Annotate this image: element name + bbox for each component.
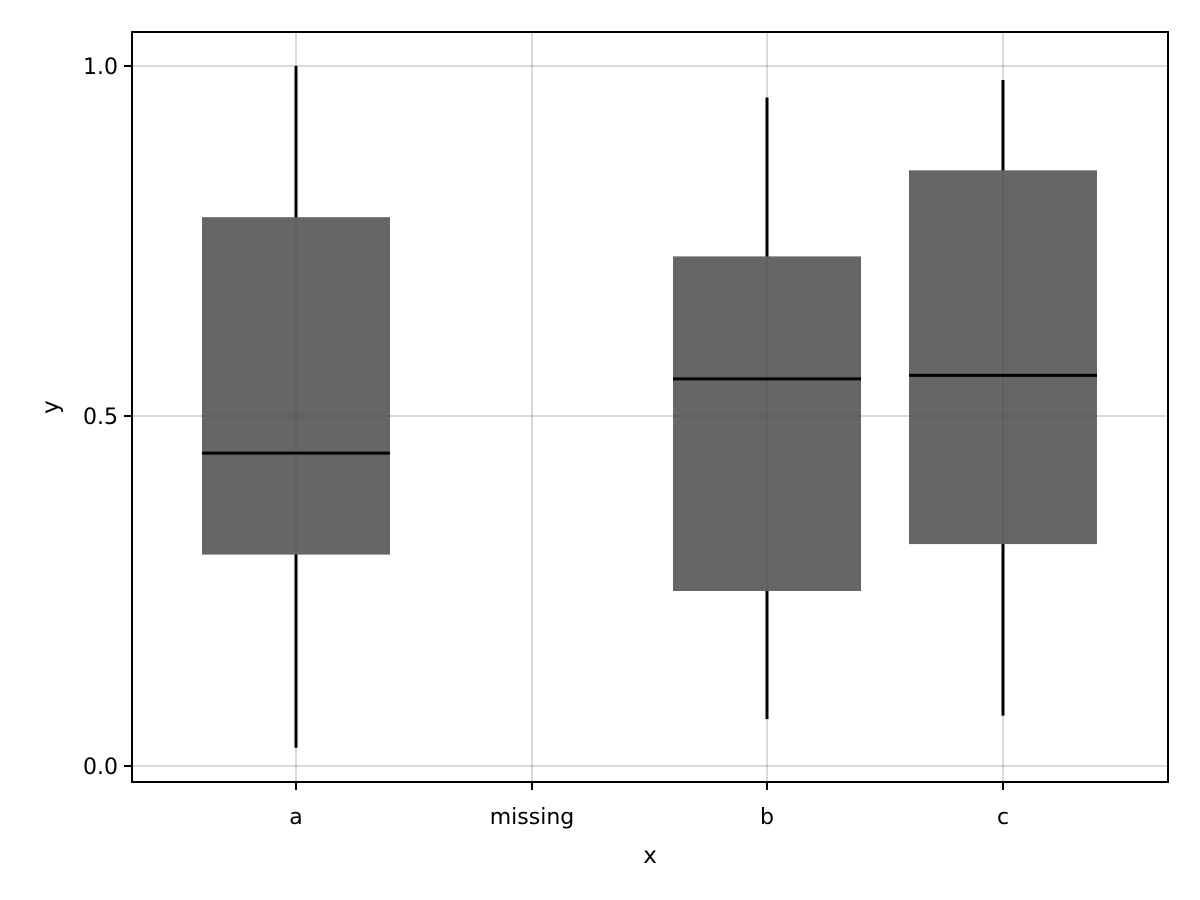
x-tick-label-a: a [289, 805, 302, 830]
plot-frame [131, 31, 1169, 783]
y-tick-label: 1.0 [83, 55, 118, 80]
x-tick-label-missing: missing [490, 805, 575, 830]
x-tick-label-b: b [760, 805, 774, 830]
x-tick-label-c: c [997, 805, 1009, 830]
box-body [673, 256, 861, 591]
box-c [909, 80, 1097, 716]
box-a [202, 66, 390, 748]
box-body [202, 217, 390, 555]
y-axis-label: y [38, 400, 64, 414]
box-b [673, 97, 861, 720]
x-axis-label: x [643, 843, 657, 869]
y-tick-label: 0.5 [83, 405, 118, 430]
box-layer [132, 32, 1168, 782]
box-body [909, 170, 1097, 545]
y-tick-label: 0.0 [83, 755, 118, 780]
tick-layer: 0.0 0.5 1.0 a missing b c [83, 55, 1009, 830]
